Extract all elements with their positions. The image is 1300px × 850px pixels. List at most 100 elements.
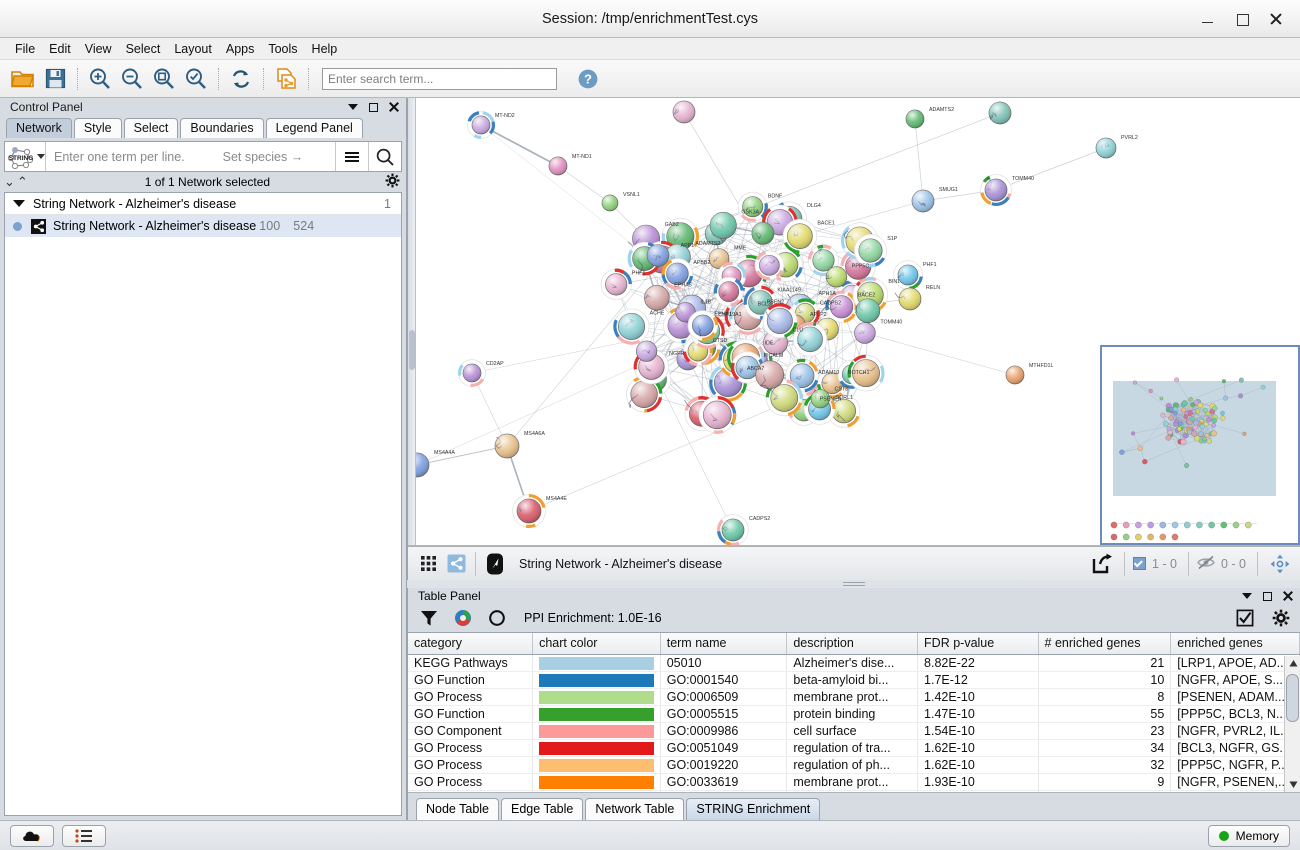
canvas-scroll-thumb[interactable] [409, 330, 415, 370]
col-category[interactable]: category [408, 632, 534, 656]
network-node[interactable] [601, 194, 619, 212]
network-node[interactable] [709, 211, 737, 239]
horizontal-splitter[interactable] [407, 580, 1300, 588]
menu-select[interactable]: Select [125, 41, 161, 56]
hidden-nodes-icon[interactable] [1197, 555, 1215, 573]
table-row[interactable]: GO Function GO:0001540 beta-amyloid bi... 1… [408, 671, 1300, 690]
network-node[interactable] [743, 285, 778, 320]
menu-view[interactable]: View [84, 41, 112, 56]
memory-button[interactable]: Memory [1207, 824, 1290, 847]
export-arrow-icon[interactable] [1088, 551, 1116, 577]
zoom-in-icon[interactable] [85, 64, 115, 94]
network-node[interactable] [458, 359, 486, 387]
network-canvas[interactable]: MT-ND2 MT-ND1 VSNL1 CD2AP MS4A6A MS4A4A MS4A4E… [408, 98, 1300, 546]
network-node[interactable] [1095, 137, 1117, 159]
network-node[interactable] [698, 396, 737, 434]
table-row[interactable]: GO Component GO:0009986 cell surface 1.54E-… [408, 722, 1300, 741]
zoom-fit-icon[interactable] [149, 64, 179, 94]
col-enriched-genes[interactable]: enriched genes [1170, 632, 1300, 656]
network-node[interactable] [754, 250, 785, 281]
table-panel-float-icon[interactable] [1260, 589, 1274, 603]
network-node[interactable] [847, 354, 885, 392]
folder-open-icon[interactable] [8, 64, 38, 94]
network-node[interactable] [467, 111, 495, 139]
menu-file[interactable]: File [15, 41, 36, 56]
tab-network[interactable]: Network [6, 118, 72, 138]
network-node[interactable] [853, 234, 887, 268]
help-icon[interactable]: ? [573, 64, 603, 94]
expand-all-icon[interactable]: ⌃ [16, 174, 28, 189]
network-node[interactable] [825, 266, 848, 288]
zoom-out-icon[interactable] [117, 64, 147, 94]
search-input[interactable]: Enter search term... [322, 67, 557, 90]
network-node[interactable] [893, 260, 923, 290]
hamburger-icon[interactable] [336, 142, 368, 171]
network-node[interactable] [661, 258, 694, 290]
col-chart-color[interactable]: chart color [532, 632, 661, 656]
network-node[interactable] [713, 276, 744, 307]
donut-chart-icon[interactable] [452, 607, 474, 629]
network-tree[interactable]: String Network - Alzheimer's disease 1 [4, 192, 402, 816]
network-node[interactable] [751, 222, 775, 245]
string-logo-icon[interactable]: STRING [5, 142, 45, 171]
network-node[interactable] [672, 100, 696, 124]
network-node[interactable] [755, 360, 785, 391]
tree-row-network[interactable]: String Network - Alzheimer's disease 100… [5, 215, 401, 237]
network-graph[interactable]: MT-ND2 MT-ND1 VSNL1 CD2AP MS4A6A MS4A4A MS4A4E… [408, 98, 1297, 546]
network-node[interactable] [717, 514, 749, 546]
tab-string-enrichment[interactable]: STRING Enrichment [686, 798, 821, 820]
scroll-up-arrow[interactable] [1285, 656, 1300, 672]
table-row[interactable]: GO Function GO:0005515 protein binding 1.47… [408, 705, 1300, 724]
tab-edge-table[interactable]: Edge Table [501, 798, 584, 820]
canvas-scroll-rail[interactable] [408, 98, 416, 545]
col-enriched-count[interactable]: # enriched genes [1038, 632, 1172, 656]
table-row[interactable]: GO Process GO:0050435beta-amyloid m...2.0… [408, 790, 1300, 792]
network-node[interactable] [894, 287, 922, 311]
floppy-save-icon[interactable] [40, 64, 70, 94]
network-node[interactable] [635, 340, 658, 362]
network-node[interactable] [687, 310, 719, 341]
enrichment-table-wrapper[interactable]: category chart color term name descripti… [408, 631, 1300, 792]
network-node[interactable] [613, 308, 650, 345]
tab-network-table[interactable]: Network Table [585, 798, 685, 820]
collapse-all-icon[interactable]: ⌄ [4, 174, 15, 189]
network-node[interactable] [854, 322, 876, 344]
string-dropdown-icon[interactable] [36, 154, 45, 159]
col-fdr-pvalue[interactable]: FDR p-value [917, 632, 1039, 656]
network-node[interactable] [646, 244, 670, 267]
scroll-down-arrow[interactable] [1285, 776, 1300, 792]
tab-legend-panel[interactable]: Legend Panel [265, 118, 363, 138]
checkbox-icon[interactable] [1234, 607, 1256, 629]
network-node[interactable] [737, 191, 768, 222]
menu-tools[interactable]: Tools [268, 41, 298, 56]
table-panel-dropdown-icon[interactable] [1240, 589, 1254, 603]
network-node[interactable] [600, 268, 632, 300]
control-panel-close-icon[interactable] [386, 100, 400, 114]
new-network-icon[interactable] [271, 64, 301, 94]
network-node[interactable] [988, 101, 1012, 125]
set-species-link[interactable]: Set species → [222, 149, 304, 164]
table-panel-close-icon[interactable] [1280, 589, 1294, 603]
network-node[interactable] [708, 248, 730, 269]
magnifier-icon[interactable] [369, 142, 401, 171]
ring-icon[interactable] [486, 607, 508, 629]
tab-style[interactable]: Style [73, 118, 122, 138]
network-node[interactable] [911, 189, 935, 213]
network-node[interactable] [762, 303, 798, 339]
col-description[interactable]: description [786, 632, 919, 656]
gear-icon[interactable] [1270, 607, 1292, 629]
control-panel-float-icon[interactable] [366, 100, 380, 114]
pointer-icon[interactable] [481, 551, 509, 577]
table-row[interactable]: GO Process GO:0051049 regulation of tra...… [408, 739, 1300, 758]
network-node[interactable] [512, 494, 546, 528]
network-node[interactable] [494, 433, 520, 459]
grid-icon[interactable] [414, 551, 442, 577]
network-node[interactable] [782, 218, 818, 254]
tab-node-table[interactable]: Node Table [416, 798, 500, 820]
network-node[interactable] [810, 389, 830, 409]
menu-apps[interactable]: Apps [225, 41, 255, 56]
network-node[interactable] [626, 376, 663, 413]
selected-nodes-checkbox[interactable] [1132, 557, 1146, 570]
tab-select[interactable]: Select [123, 118, 179, 138]
zoom-check-icon[interactable] [181, 64, 211, 94]
